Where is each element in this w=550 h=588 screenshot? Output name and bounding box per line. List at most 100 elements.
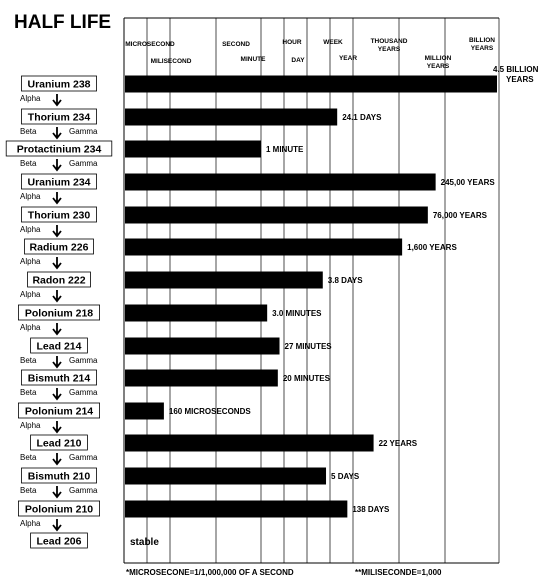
isotope-label: Lead 206: [37, 536, 82, 548]
isotope-label: Protactinium 234: [17, 144, 102, 156]
bar-uranium-234: [125, 173, 436, 191]
isotope-label: Polonium 218: [25, 308, 93, 320]
tick-label-milisecond: MILISECOND: [151, 58, 192, 65]
decay-arrow-icon: [52, 225, 62, 238]
bar-lead-210: [125, 434, 374, 452]
decay-mode-alpha: Alpha: [20, 225, 41, 234]
bar-polonium-214: [125, 402, 164, 420]
decay-mode-alpha: Alpha: [20, 257, 41, 266]
decay-mode-alpha: Alpha: [20, 192, 41, 201]
decay-mode-beta: Beta: [20, 356, 37, 365]
value-label: 1,600 YEARS: [407, 243, 457, 252]
isotope-box: [21, 206, 97, 223]
tick-label-day: DAY: [291, 57, 305, 64]
value-label: 160 MICROSECONDS: [169, 407, 251, 416]
tick-label-billion-years: BILLION YEARS: [469, 37, 495, 52]
isotope-box: [30, 532, 88, 549]
value-label: 27 MINUTES: [285, 342, 333, 351]
decay-arrow-icon: [52, 94, 62, 107]
decay-mode-gamma: Gamma: [69, 486, 98, 495]
isotope-label: Polonium 214: [25, 406, 93, 418]
bar-thorium-234: [125, 108, 338, 126]
bar-radium-226: [125, 238, 403, 256]
bar-polonium-210: [125, 500, 348, 518]
isotope-label: Thorium 230: [28, 210, 91, 222]
isotope-label: Uranium 234: [27, 177, 90, 189]
decay-arrow-icon: [52, 388, 62, 401]
value-label: 1 MINUTE: [266, 145, 304, 154]
isotope-label: Lead 210: [37, 438, 82, 450]
row-bismuth-210: Bismuth 210 Beta Gamma 5 DAYS: [20, 467, 360, 499]
tick-label-minute: MINUTE: [241, 56, 267, 63]
row-lead-206: Lead 206 stable: [30, 532, 159, 549]
decay-mode-gamma: Gamma: [69, 388, 98, 397]
decay-mode-alpha: Alpha: [20, 323, 41, 332]
decay-mode-beta: Beta: [20, 388, 37, 397]
bar-lead-214: [125, 337, 280, 355]
isotope-box: [17, 304, 100, 321]
value-label: 24.1 DAYS: [342, 113, 382, 122]
tick-label-million-years: MILLION YEARS: [425, 55, 452, 70]
value-label: 245,00 YEARS: [441, 178, 496, 187]
tick-label-week: WEEK: [323, 39, 343, 46]
isotope-label: Lead 214: [37, 341, 82, 353]
decay-arrow-icon: [52, 421, 62, 434]
isotope-box: [17, 500, 100, 517]
isotope-box: [17, 402, 100, 419]
isotope-label: Thorium 234: [28, 112, 91, 124]
decay-arrow-icon: [52, 519, 62, 532]
isotope-box: [27, 271, 91, 288]
decay-mode-beta: Beta: [20, 127, 37, 136]
bar-protactinium-234: [125, 140, 261, 158]
decay-mode-alpha: Alpha: [20, 290, 41, 299]
decay-mode-beta: Beta: [20, 159, 37, 168]
isotope-label: Bismuth 214: [28, 373, 91, 385]
row-thorium-234: Thorium 234 Beta Gamma 24.1 DAYS: [20, 108, 382, 140]
footnote-milisecond: **MILISECONDE=1,000: [355, 568, 442, 577]
isotope-box: [21, 108, 97, 125]
bar-uranium-238: [125, 75, 497, 93]
row-protactinium-234: Protactinium 234 Beta Gamma 1 MINUTE: [5, 140, 304, 172]
decay-arrow-icon: [52, 486, 62, 499]
decay-arrow-icon: [52, 159, 62, 172]
isotope-label: Radium 226: [30, 242, 89, 254]
value-label: 4.5 BILLION YEARS: [493, 65, 539, 84]
row-radium-226: Radium 226 Alpha 1,600 YEARS: [20, 238, 457, 270]
value-label: 3.8 DAYS: [328, 276, 364, 285]
tick-label-thousand-years: THOUSAND YEARS: [371, 38, 408, 53]
bar-radon-222: [125, 271, 323, 289]
tick-label-hour: HOUR: [282, 39, 301, 46]
chart-title: HALF LIFE: [14, 12, 111, 33]
footnote-microsecond: *MICROSECONE=1/1,000,000 OF A SECOND: [126, 568, 294, 577]
row-bismuth-214: Bismuth 214 Beta Gamma 20 MINUTES: [20, 369, 331, 401]
isotope-box: [21, 369, 97, 386]
bar-bismuth-214: [125, 369, 278, 387]
bar-thorium-230: [125, 206, 428, 224]
decay-mode-gamma: Gamma: [69, 127, 98, 136]
isotope-label: Radon 222: [32, 275, 85, 287]
decay-mode-alpha: Alpha: [20, 421, 41, 430]
bar-bismuth-210: [125, 467, 327, 485]
chart-rows: Uranium 238 Alpha 4.5 BILLION YEARS Thorium …: [5, 65, 539, 549]
bar-polonium-218: [125, 304, 268, 322]
row-thorium-230: Thorium 230 Alpha 76,000 YEARS: [20, 206, 488, 238]
decay-arrow-icon: [52, 453, 62, 466]
value-label: 5 DAYS: [331, 472, 360, 481]
decay-arrow-icon: [52, 257, 62, 270]
isotope-box: [21, 173, 97, 190]
tick-label-second: SECOND: [222, 41, 250, 48]
row-radon-222: Radon 222 Alpha 3.8 DAYS: [20, 271, 364, 303]
isotope-box: [30, 434, 88, 451]
row-uranium-234: Uranium 234 Alpha 245,00 YEARS: [20, 173, 496, 205]
decay-arrow-icon: [52, 127, 62, 140]
isotope-box: [21, 467, 97, 484]
value-label: 3.0 MINUTES: [272, 309, 322, 318]
isotope-box: [30, 337, 88, 354]
decay-arrow-icon: [52, 192, 62, 205]
row-polonium-218: Polonium 218 Alpha 3.0 MINUTES: [17, 304, 322, 336]
row-polonium-214: Polonium 214 Alpha 160 MICROSECONDS: [17, 402, 251, 434]
decay-mode-gamma: Gamma: [69, 159, 98, 168]
decay-mode-gamma: Gamma: [69, 356, 98, 365]
